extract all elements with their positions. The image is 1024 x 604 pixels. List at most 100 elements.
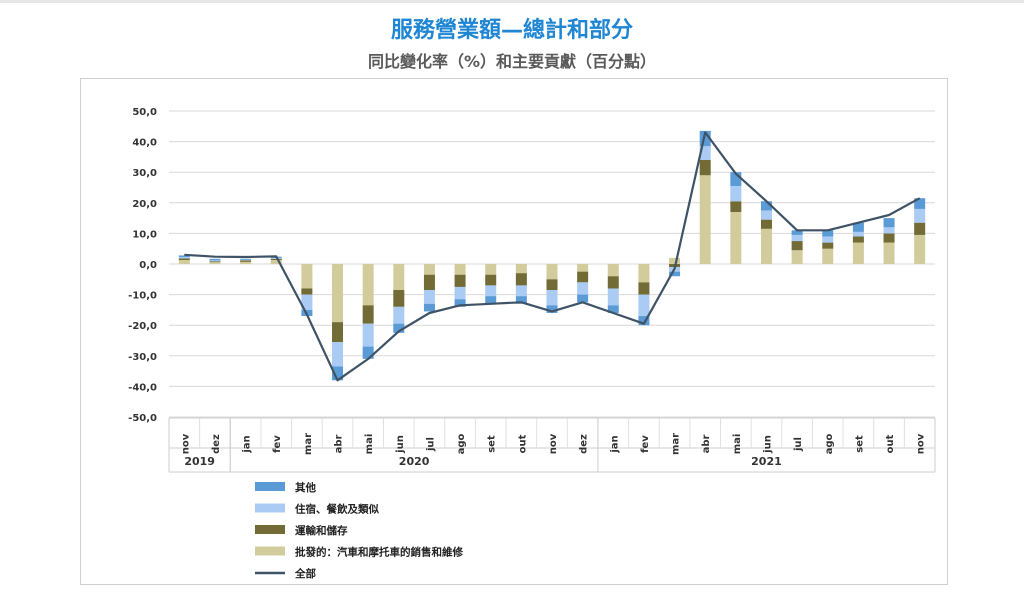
bar-segment: [883, 242, 895, 264]
bar-segment: [883, 233, 895, 243]
bar-segment: [209, 258, 221, 261]
bar-segment: [730, 185, 742, 202]
bar-segment: [546, 264, 558, 280]
bar-segment: [423, 290, 435, 304]
bar-segment: [209, 260, 221, 262]
bar-segment: [270, 258, 282, 261]
bar-segment: [393, 306, 405, 324]
bar-segment: [362, 305, 374, 324]
x-tick-label: set: [487, 435, 498, 453]
x-tick-label: dez: [211, 434, 222, 454]
bar-segment: [607, 276, 619, 289]
bar-segment: [240, 258, 252, 260]
bar-segment: [852, 236, 864, 243]
bar-segment: [760, 228, 772, 264]
bar-segment: [209, 261, 221, 263]
bar-segment: [423, 264, 435, 275]
legend-label: 其他: [295, 481, 316, 494]
x-tick-label: nov: [916, 433, 927, 454]
bar-segment: [178, 260, 190, 264]
bar-segment: [178, 255, 190, 257]
x-tick-label: mai: [732, 434, 743, 455]
chart-frame: [80, 78, 948, 585]
year-label: 2019: [184, 455, 215, 468]
x-tick-label: mar: [303, 433, 314, 455]
bar-segment: [546, 290, 558, 306]
y-tick-label: -20,0: [128, 321, 157, 332]
bar-segment: [577, 271, 589, 283]
x-tick-label: dez: [579, 434, 590, 454]
bar-segment: [485, 274, 497, 286]
y-tick-label: 0,0: [139, 260, 157, 271]
y-tick-label: -30,0: [128, 352, 157, 363]
bar-segment: [362, 346, 374, 359]
bar-segment: [362, 323, 374, 347]
legend-swatch: [255, 503, 285, 513]
bar-segment: [791, 250, 803, 264]
y-tick-label: 50,0: [132, 107, 157, 118]
chart-subtitle: 同比變化率（%）和主要貢獻（百分點）: [367, 52, 657, 71]
bar-segment: [454, 299, 466, 307]
year-label: 2021: [751, 455, 782, 468]
total-line: [184, 131, 921, 382]
bar-segment: [240, 260, 252, 262]
x-tick-label: ago: [824, 433, 835, 454]
x-tick-label: mar: [671, 433, 682, 455]
bar-segment: [730, 211, 742, 264]
bar-segment: [669, 271, 681, 277]
bar-segment: [699, 175, 711, 264]
bar-segment: [393, 290, 405, 307]
bar-segment: [423, 274, 435, 291]
bar-segment: [914, 208, 926, 223]
top-border: [0, 0, 1024, 3]
bar-segment: [760, 210, 772, 220]
x-tick-label: jul: [793, 437, 804, 452]
bar-segment: [730, 201, 742, 212]
legend-label: 批發的：汽車和摩托車的銷售和維修: [295, 546, 463, 559]
bar-segment: [332, 366, 344, 381]
bar-segment: [822, 248, 834, 264]
legend-swatch: [255, 482, 285, 491]
x-tick-label: mai: [364, 434, 375, 455]
year-label: 2020: [399, 455, 430, 468]
bar-segment: [178, 258, 190, 261]
bar-segment: [240, 259, 252, 261]
x-tick-label: abr: [701, 435, 712, 454]
bar-segment: [852, 231, 864, 237]
bar-segment: [822, 230, 834, 237]
bar-segment: [515, 285, 527, 297]
legend-label: 全部: [294, 567, 316, 580]
bar-segment: [301, 294, 313, 310]
bar-segment: [914, 222, 926, 235]
legend-swatch: [255, 525, 285, 534]
y-tick-label: 30,0: [132, 168, 157, 179]
bar-segment: [546, 305, 558, 313]
bar-segment: [607, 264, 619, 277]
x-tick-label: fev: [272, 435, 283, 453]
y-tick-label: -40,0: [128, 382, 157, 393]
bar-segment: [638, 264, 650, 283]
bar-segment: [332, 322, 344, 343]
bar-segment: [699, 146, 711, 160]
x-tick-label: nov: [180, 433, 191, 454]
bar-segment: [301, 264, 313, 289]
bar-segment: [822, 242, 834, 249]
bar-segment: [454, 286, 466, 300]
bar-segment: [332, 342, 344, 367]
bar-segment: [209, 262, 221, 264]
x-tick-label: jan: [242, 435, 253, 453]
bar-segment: [607, 305, 619, 313]
bar-segment: [454, 264, 466, 275]
bar-segment: [914, 234, 926, 264]
x-tick-label: out: [517, 434, 528, 453]
bar-segment: [607, 288, 619, 306]
x-tick-label: ago: [456, 433, 467, 454]
bar-segment: [669, 257, 681, 264]
x-tick-label: nov: [548, 433, 559, 454]
bar-segment: [914, 198, 926, 209]
bar-segment: [515, 273, 527, 286]
x-tick-label: jun: [762, 435, 773, 454]
bar-segment: [485, 285, 497, 297]
legend-label: 運輸和儲存: [295, 524, 348, 537]
